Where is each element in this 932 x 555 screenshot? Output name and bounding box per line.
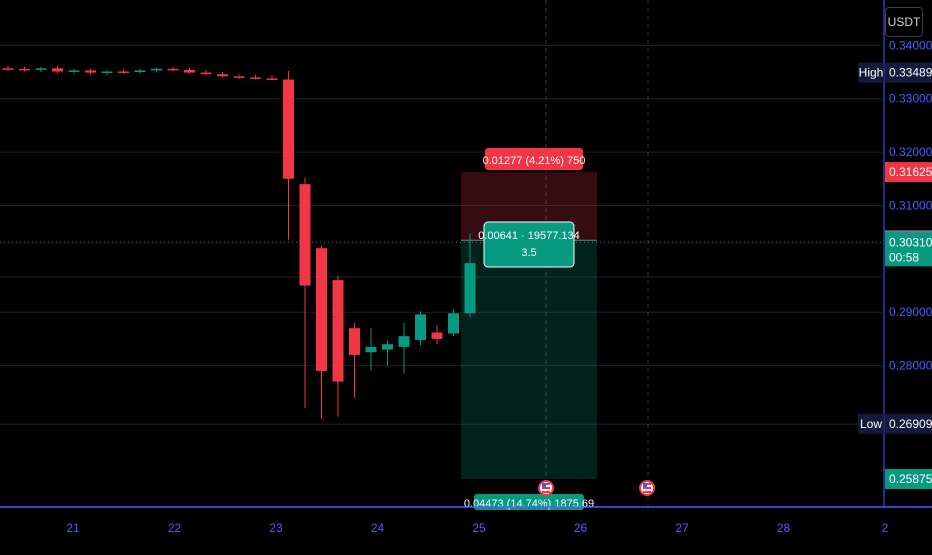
candle-body — [398, 336, 410, 347]
side-tag — [858, 413, 884, 434]
candle-body — [233, 76, 245, 78]
candle-body — [118, 71, 129, 74]
candle-body — [101, 71, 113, 74]
time-tick-label: 24 — [371, 521, 385, 535]
candle-body — [464, 263, 476, 314]
flag-stripe — [643, 491, 651, 493]
entry-label-line2: 3.5 — [521, 247, 536, 259]
price-tick-label: 0.31000 — [889, 198, 932, 212]
candle-body — [85, 70, 96, 73]
side-tag-label: High — [859, 66, 884, 80]
flag-icon[interactable] — [538, 480, 554, 496]
candle-body — [415, 314, 426, 340]
candle-body — [184, 69, 195, 73]
price-tag-label: 0.25875 — [889, 472, 932, 486]
candle-body — [316, 248, 327, 371]
time-tick-label: 22 — [168, 521, 182, 535]
currency-unit-button[interactable]: USDT — [885, 7, 923, 37]
price-tag — [885, 162, 932, 183]
candle-body — [167, 68, 179, 71]
candle-body — [151, 68, 162, 71]
entry-label-line1: 0.00641 · 19577.134 — [478, 230, 580, 242]
time-tick-label: 23 — [269, 521, 283, 535]
candle-body — [200, 72, 212, 75]
time-tick-label: 21 — [66, 521, 80, 535]
price-tag — [885, 62, 932, 83]
price-tag-label: 0.26909 — [889, 417, 932, 431]
candles-layer — [2, 65, 476, 419]
candle-body — [68, 70, 80, 72]
price-scale[interactable]: 0.34000 0.33000 0.32000 0.31000 0.29000 0.280… — [883, 0, 932, 507]
candle-body — [382, 344, 393, 350]
price-tick-label: 0.28000 — [889, 359, 932, 373]
flag-canton — [542, 483, 546, 487]
grid-lines — [0, 0, 882, 507]
stop-zone — [461, 240, 597, 479]
candle-body — [299, 184, 311, 286]
position-tool[interactable]: 0.01277 (4.21%) 750 0.00641 · 19577.134 3.… — [0, 148, 882, 510]
price-tag — [885, 232, 932, 267]
side-tag — [858, 62, 884, 83]
candle-body — [250, 77, 261, 79]
candle-body — [35, 68, 47, 70]
side-tag-label: Low — [860, 417, 882, 431]
stop-label-box[interactable] — [474, 494, 584, 510]
candle-body — [52, 68, 63, 72]
time-scale[interactable]: 21 22 23 24 25 26 27 28 2 — [0, 506, 932, 535]
entry-label-box[interactable] — [483, 221, 575, 268]
candle-body — [283, 79, 294, 179]
price-tick-label: 0.33000 — [889, 92, 932, 106]
price-tag-label: 0.33489 — [889, 66, 932, 80]
price-tick-label: 0.34000 — [889, 38, 932, 52]
time-tick-label: 26 — [574, 521, 588, 535]
candle-body — [266, 78, 278, 80]
candle-body — [431, 332, 443, 339]
candle-body — [448, 313, 459, 334]
target-label-box[interactable] — [485, 148, 583, 170]
price-tick-label: 0.32000 — [889, 145, 932, 159]
price-tick-label: 0.29000 — [889, 305, 932, 319]
candle-body — [19, 68, 30, 71]
price-tag-label: 0.30310 — [889, 235, 932, 249]
flag-stripe — [643, 487, 651, 489]
stop-label: 0.04473 (14.74%) 1875.69 — [464, 498, 594, 510]
flag-icon[interactable] — [639, 480, 655, 496]
time-tick-label: 25 — [472, 521, 486, 535]
price-tags: 0.33489High0.316250.303480.3031000:580.2… — [858, 62, 932, 489]
time-tick-label: 27 — [675, 521, 689, 535]
target-label: 0.01277 (4.21%) 750 — [483, 155, 586, 167]
event-markers[interactable] — [538, 480, 655, 496]
candle-body — [365, 346, 377, 353]
candle-body — [134, 70, 146, 73]
candle-body — [2, 68, 14, 70]
flag-stripe — [542, 491, 550, 493]
candle-body — [217, 74, 228, 77]
price-tag — [885, 413, 932, 434]
price-tag — [885, 468, 932, 489]
flag-canton — [643, 483, 647, 487]
candle-body — [349, 328, 360, 355]
time-tick-label: 2 — [882, 521, 889, 535]
flag-stripe — [542, 487, 550, 489]
candle-body — [332, 280, 344, 382]
time-tick-label: 28 — [777, 521, 791, 535]
price-tag-label: 0.31625 — [889, 165, 932, 179]
countdown-label: 00:58 — [889, 250, 919, 264]
